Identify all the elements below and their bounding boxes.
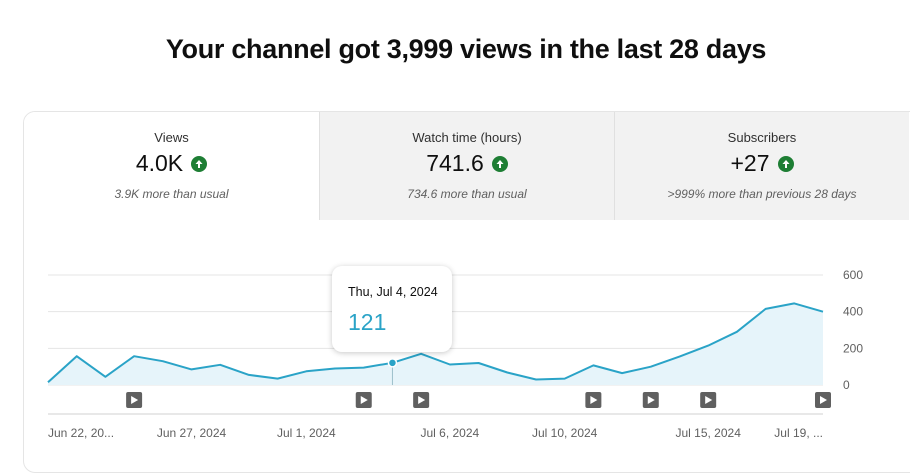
play-icon bbox=[647, 396, 655, 404]
metric-note: 3.9K more than usual bbox=[114, 187, 229, 201]
play-icon bbox=[705, 396, 713, 404]
y-tick-label: 200 bbox=[843, 341, 863, 355]
metric-value: 741.6 bbox=[426, 150, 484, 176]
play-icon bbox=[360, 396, 368, 404]
metric-value: +27 bbox=[730, 150, 770, 176]
y-tick-label: 600 bbox=[843, 268, 863, 282]
play-icon bbox=[418, 396, 426, 404]
x-tick-label: Jun 22, 20... bbox=[48, 426, 114, 440]
data-point bbox=[387, 358, 398, 368]
y-tick-label: 0 bbox=[843, 378, 850, 392]
x-tick-label: Jul 10, 2024 bbox=[532, 426, 598, 440]
metric-note: >999% more than previous 28 days bbox=[667, 187, 857, 201]
page-headline: Your channel got 3,999 views in the last… bbox=[165, 34, 767, 64]
tab-watch-time[interactable]: Watch time (hours) 741.6 734.6 more than… bbox=[319, 112, 614, 220]
x-tick-label: Jul 1, 2024 bbox=[277, 426, 336, 440]
y-tick-label: 400 bbox=[843, 305, 863, 319]
chart-tooltip: Thu, Jul 4, 2024 121 bbox=[332, 266, 452, 352]
tab-subscribers[interactable]: Subscribers +27 >999% more than previous… bbox=[614, 112, 909, 220]
video-marker[interactable] bbox=[126, 392, 143, 408]
tooltip-value: 121 bbox=[348, 309, 387, 335]
metric-value: 4.0K bbox=[135, 150, 184, 176]
arrow-up-icon bbox=[191, 155, 208, 172]
x-tick-label: Jul 19, ... bbox=[774, 426, 823, 440]
play-icon bbox=[820, 396, 827, 404]
x-tick-label: Jun 27, 2024 bbox=[157, 426, 227, 440]
views-chart: 600 400 200 0 Jun 22, 20... Jun 27, 2024 Jul 1… bbox=[47, 268, 863, 440]
x-tick-label: Jul 6, 2024 bbox=[420, 426, 479, 440]
play-icon bbox=[590, 396, 598, 404]
metric-label: Watch time (hours) bbox=[412, 130, 522, 145]
tab-views[interactable]: Views 4.0K 3.9K more than usual bbox=[24, 112, 319, 220]
arrow-up-icon bbox=[491, 155, 508, 172]
channel-analytics-card: Views 4.0K 3.9K more than usual Watch ti… bbox=[23, 111, 910, 473]
play-icon bbox=[131, 396, 139, 404]
arrow-up-icon bbox=[777, 155, 794, 172]
video-marker[interactable] bbox=[355, 392, 372, 408]
video-marker[interactable] bbox=[700, 392, 717, 408]
video-marker[interactable] bbox=[642, 392, 659, 408]
tooltip-date: Thu, Jul 4, 2024 bbox=[348, 285, 438, 299]
video-marker[interactable] bbox=[413, 392, 430, 408]
series-area bbox=[48, 303, 823, 385]
series-line bbox=[47, 302, 824, 384]
video-marker[interactable] bbox=[585, 392, 602, 408]
x-tick-label: Jul 15, 2024 bbox=[675, 426, 741, 440]
metric-label: Views bbox=[154, 130, 189, 145]
video-marker[interactable] bbox=[815, 392, 831, 408]
metric-note: 734.6 more than usual bbox=[407, 187, 527, 201]
metric-label: Subscribers bbox=[727, 130, 797, 145]
metric-tabs: Views 4.0K 3.9K more than usual Watch ti… bbox=[24, 112, 910, 220]
